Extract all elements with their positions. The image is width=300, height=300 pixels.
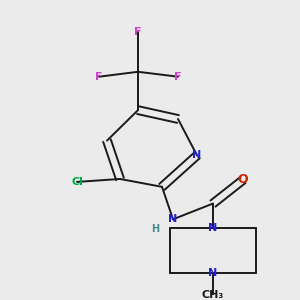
Text: N: N: [192, 150, 202, 161]
Text: F: F: [95, 72, 103, 82]
Text: Cl: Cl: [71, 177, 83, 187]
Text: F: F: [174, 72, 182, 82]
Text: N: N: [208, 268, 217, 278]
Text: O: O: [238, 173, 248, 187]
Text: N: N: [208, 223, 217, 233]
Text: F: F: [134, 27, 142, 38]
Text: CH₃: CH₃: [202, 290, 224, 300]
Text: H: H: [151, 224, 159, 234]
Text: N: N: [168, 214, 178, 224]
